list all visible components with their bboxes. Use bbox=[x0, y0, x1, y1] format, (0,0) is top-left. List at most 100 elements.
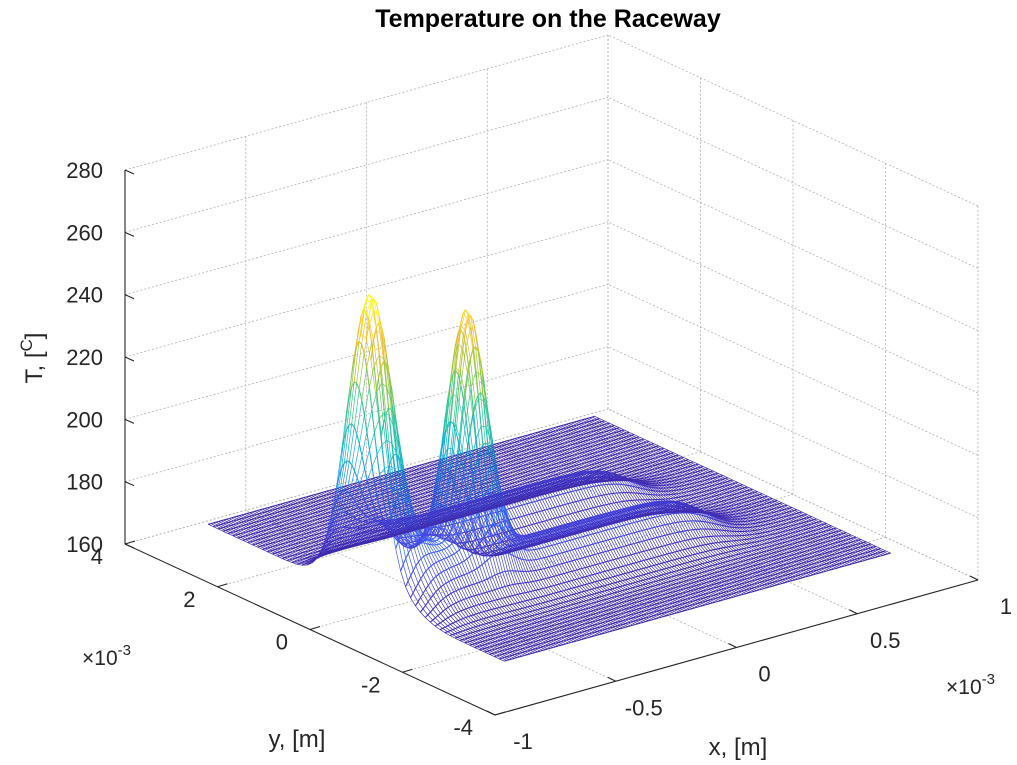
mesh-segment bbox=[523, 514, 527, 517]
mesh-segment bbox=[549, 518, 553, 521]
mesh-segment bbox=[373, 432, 378, 455]
mesh-segment bbox=[580, 488, 584, 490]
mesh-segment bbox=[593, 495, 597, 498]
grid-line-back-z bbox=[124, 34, 609, 171]
mesh-segment bbox=[552, 517, 555, 520]
plot-grid bbox=[124, 34, 979, 716]
mesh-segment bbox=[580, 509, 584, 512]
mesh-segment bbox=[547, 508, 550, 510]
mesh-segment bbox=[596, 495, 599, 498]
grid-line-side-z bbox=[607, 221, 979, 394]
mesh-segment bbox=[506, 508, 509, 511]
mesh-segment bbox=[351, 423, 355, 428]
mesh-segment bbox=[358, 443, 363, 456]
mesh-segment bbox=[528, 524, 532, 526]
mesh-segment bbox=[547, 496, 551, 499]
mesh-segment bbox=[554, 516, 558, 519]
mesh-segment bbox=[516, 505, 520, 508]
mesh-segment bbox=[600, 504, 604, 507]
mesh-segment bbox=[368, 324, 373, 343]
mesh-segment bbox=[539, 521, 543, 524]
mesh-segment bbox=[588, 497, 592, 499]
mesh-segment bbox=[366, 432, 371, 450]
mesh-segment bbox=[539, 498, 543, 501]
mesh-segment bbox=[358, 341, 362, 345]
chart-title: Temperature on the Raceway bbox=[375, 5, 721, 33]
mesh-segment bbox=[562, 514, 566, 517]
mesh-segment bbox=[603, 504, 607, 506]
mesh-segment bbox=[516, 516, 520, 519]
mesh-segment bbox=[583, 498, 587, 501]
mesh-segment bbox=[366, 367, 370, 388]
grid-line-back-z bbox=[124, 96, 609, 233]
surface-mesh bbox=[208, 294, 891, 662]
grid-line-back-z bbox=[124, 283, 609, 420]
mesh-segment bbox=[577, 510, 581, 513]
mesh-segment bbox=[555, 494, 558, 497]
mesh-segment bbox=[570, 490, 574, 493]
mesh-segment bbox=[537, 499, 540, 502]
mesh-segment bbox=[542, 498, 546, 501]
mesh-segment bbox=[562, 503, 566, 506]
mesh-segment bbox=[541, 509, 545, 512]
mesh-segment bbox=[601, 494, 605, 496]
mesh-segment bbox=[531, 523, 535, 526]
mesh-segment bbox=[526, 524, 530, 527]
mesh-segment bbox=[534, 511, 538, 514]
grid-line-side-z bbox=[607, 346, 979, 519]
mesh-segment bbox=[361, 455, 366, 469]
mesh-segment bbox=[588, 507, 591, 510]
mesh-segment bbox=[585, 508, 589, 511]
mesh-segment bbox=[585, 497, 589, 500]
mesh-segment bbox=[467, 519, 471, 521]
mesh-segment bbox=[521, 503, 525, 506]
mesh-segment bbox=[353, 470, 358, 478]
mesh-segment bbox=[353, 381, 357, 384]
mesh-segment bbox=[591, 485, 594, 488]
mesh-segment bbox=[518, 516, 522, 518]
mesh-segment bbox=[585, 486, 589, 489]
mesh-segment bbox=[368, 387, 373, 410]
mesh-segment bbox=[572, 501, 576, 503]
mesh-segment bbox=[511, 506, 515, 509]
mesh-segment bbox=[570, 501, 574, 504]
mesh-segment bbox=[567, 513, 571, 516]
mesh-segment bbox=[598, 505, 602, 507]
mesh-segment bbox=[518, 526, 522, 529]
mesh-segment bbox=[608, 502, 612, 505]
mesh-segment bbox=[596, 484, 600, 487]
mesh-segment bbox=[590, 496, 594, 499]
mesh-segment bbox=[531, 501, 535, 503]
mesh-segment bbox=[508, 507, 512, 510]
mesh-segment bbox=[554, 505, 558, 508]
mesh-segment bbox=[575, 500, 579, 503]
mesh-segment bbox=[358, 389, 363, 401]
mesh-segment bbox=[583, 487, 587, 490]
mesh-segment bbox=[552, 506, 556, 509]
mesh-segment bbox=[534, 522, 537, 525]
mesh-segment bbox=[544, 497, 548, 500]
mesh-segment bbox=[546, 519, 550, 521]
mesh-segment bbox=[487, 535, 491, 538]
mesh-segment bbox=[539, 510, 543, 513]
mesh-segment bbox=[511, 518, 514, 520]
mesh-segment bbox=[518, 504, 522, 507]
mesh-segment bbox=[529, 501, 533, 504]
mesh-segment bbox=[564, 514, 568, 516]
mesh-segment bbox=[368, 449, 373, 468]
mesh-segment bbox=[477, 527, 481, 530]
mesh-segment bbox=[611, 502, 615, 505]
mesh-segment bbox=[515, 527, 519, 530]
mesh-segment bbox=[534, 500, 538, 503]
mesh-segment bbox=[590, 507, 594, 509]
mesh-segment bbox=[536, 521, 540, 524]
mesh-segment bbox=[565, 491, 569, 494]
mesh-segment bbox=[557, 493, 561, 496]
mesh-segment bbox=[560, 493, 564, 496]
mesh-segment bbox=[521, 515, 525, 518]
mesh-segment bbox=[606, 493, 610, 496]
mesh-segment bbox=[593, 506, 597, 509]
mesh-segment bbox=[498, 510, 502, 513]
